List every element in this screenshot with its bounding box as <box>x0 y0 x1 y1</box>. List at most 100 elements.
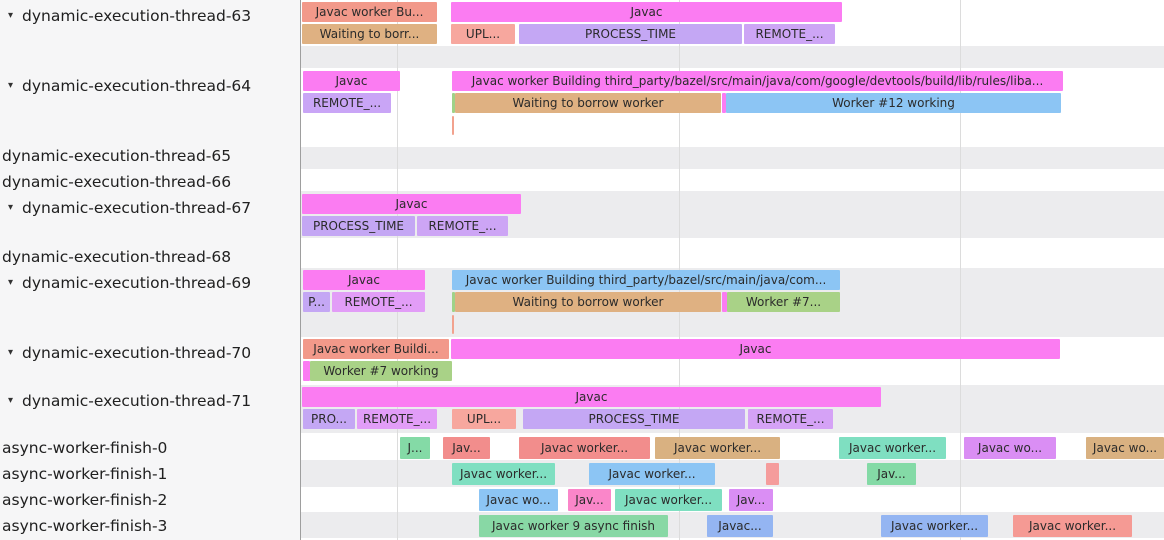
trace-event-bar[interactable]: Javac worker Buildi... <box>303 339 449 359</box>
trace-event-bar[interactable]: Javac worker... <box>615 489 722 511</box>
trace-event-bar[interactable]: Worker #12 working <box>726 93 1061 113</box>
trace-event-bar[interactable] <box>722 292 727 312</box>
track-label-dynamic-execution-thread-70[interactable]: ▾ dynamic-execution-thread-70 <box>0 342 300 364</box>
trace-event-bar[interactable]: REMOTE_... <box>357 409 437 429</box>
trace-event-bar[interactable]: REMOTE_... <box>332 292 425 312</box>
trace-event-label: Jav... <box>736 493 766 507</box>
track-label-text: async-worker-finish-3 <box>2 517 168 535</box>
trace-event-bar[interactable]: Javac <box>302 194 521 214</box>
trace-event-bar[interactable]: PROCESS_TIME <box>302 216 415 236</box>
trace-event-label: Javac worker Buildi... <box>313 342 439 356</box>
trace-event-bar[interactable]: Javac worker Building third_party/bazel/… <box>452 71 1063 91</box>
trace-event-bar[interactable]: Javac worker... <box>655 437 780 459</box>
track-label-text: dynamic-execution-thread-68 <box>2 248 232 266</box>
track-label-text: dynamic-execution-thread-66 <box>2 173 232 191</box>
track-label-async-worker-finish-2[interactable]: async-worker-finish-2 <box>0 489 300 511</box>
trace-event-bar[interactable]: Jav... <box>867 463 916 485</box>
trace-event-bar[interactable]: Javac worker... <box>881 515 988 537</box>
trace-event-bar[interactable]: PROCESS_TIME <box>523 409 745 429</box>
track-label-async-worker-finish-0[interactable]: async-worker-finish-0 <box>0 437 300 459</box>
trace-event-bar[interactable]: Jav... <box>729 489 773 511</box>
trace-event-bar[interactable]: Javac worker Bu... <box>302 2 437 22</box>
trace-event-bar[interactable]: PRO... <box>303 409 355 429</box>
trace-event-label: Javac wo... <box>1092 441 1158 455</box>
trace-event-bar[interactable]: Waiting to borrow worker <box>455 292 721 312</box>
trace-event-label: PROCESS_TIME <box>312 219 405 233</box>
track-label-async-worker-finish-3[interactable]: async-worker-finish-3 <box>0 515 300 537</box>
track-label-dynamic-execution-thread-67[interactable]: ▾ dynamic-execution-thread-67 <box>0 197 300 219</box>
collapse-arrow-icon[interactable]: ▾ <box>8 347 14 358</box>
trace-event-bar[interactable]: Javac wo... <box>479 489 558 511</box>
track-label-dynamic-execution-thread-64[interactable]: ▾ dynamic-execution-thread-64 <box>0 75 300 97</box>
trace-event-bar[interactable] <box>452 116 454 135</box>
trace-event-bar[interactable]: Worker #7 working <box>310 361 452 381</box>
trace-event-bar[interactable]: REMOTE_... <box>303 93 391 113</box>
track-label-dynamic-execution-thread-65[interactable]: dynamic-execution-thread-65 <box>0 145 300 167</box>
trace-event-bar[interactable]: UPL... <box>451 24 515 44</box>
trace-event-label: Jav... <box>575 493 604 507</box>
trace-event-bar[interactable]: Javac <box>303 71 400 91</box>
track-label-text: dynamic-execution-thread-71 <box>22 392 252 410</box>
trace-event-bar[interactable]: Javac wo... <box>964 437 1056 459</box>
trace-event-bar[interactable]: Javac <box>302 387 881 407</box>
trace-event-label: Javac worker... <box>673 441 762 455</box>
trace-event-bar[interactable] <box>303 361 310 381</box>
track-background-stripe <box>301 46 1164 68</box>
trace-event-bar[interactable] <box>452 93 455 113</box>
trace-event-label: PRO... <box>311 412 347 426</box>
trace-event-bar[interactable] <box>722 93 726 113</box>
trace-event-bar[interactable]: Javac worker Building third_party/bazel/… <box>452 270 840 290</box>
trace-event-bar[interactable]: Worker #7... <box>727 292 840 312</box>
trace-event-bar[interactable]: Waiting to borrow worker <box>455 93 721 113</box>
trace-event-bar[interactable]: Javac <box>451 339 1060 359</box>
track-label-dynamic-execution-thread-71[interactable]: ▾ dynamic-execution-thread-71 <box>0 390 300 412</box>
trace-event-bar[interactable]: Javac worker... <box>589 463 715 485</box>
trace-event-bar[interactable] <box>452 292 455 312</box>
track-label-dynamic-execution-thread-69[interactable]: ▾ dynamic-execution-thread-69 <box>0 272 300 294</box>
trace-event-bar[interactable]: Javac worker... <box>519 437 650 459</box>
trace-event-bar[interactable]: PROCESS_TIME <box>519 24 742 44</box>
trace-event-label: Javac worker... <box>540 441 629 455</box>
trace-event-bar[interactable]: REMOTE_... <box>748 409 833 429</box>
trace-event-bar[interactable]: Javac worker... <box>839 437 946 459</box>
trace-event-bar[interactable]: Waiting to borr... <box>302 24 437 44</box>
collapse-arrow-icon[interactable]: ▾ <box>8 80 14 91</box>
trace-event-bar[interactable]: REMOTE_... <box>744 24 835 44</box>
trace-event-label: REMOTE_... <box>344 295 413 309</box>
trace-event-label: Javac <box>395 197 428 211</box>
trace-event-label: PROCESS_TIME <box>588 412 680 426</box>
trace-event-bar[interactable]: Javac <box>451 2 842 22</box>
collapse-arrow-icon[interactable]: ▾ <box>8 202 14 213</box>
trace-event-bar[interactable]: Javac... <box>707 515 773 537</box>
trace-event-bar[interactable] <box>452 315 454 334</box>
trace-event-label: Jav... <box>877 467 906 481</box>
collapse-arrow-icon[interactable]: ▾ <box>8 395 14 406</box>
collapse-arrow-icon[interactable]: ▾ <box>8 277 14 288</box>
trace-event-bar[interactable]: Jav... <box>568 489 611 511</box>
track-label-text: async-worker-finish-2 <box>2 491 168 509</box>
trace-event-bar[interactable]: REMOTE_... <box>417 216 508 236</box>
track-label-dynamic-execution-thread-68[interactable]: dynamic-execution-thread-68 <box>0 246 300 268</box>
track-background-stripe <box>301 460 1164 487</box>
trace-event-label: UPL... <box>466 412 502 426</box>
trace-event-bar[interactable] <box>766 463 779 485</box>
trace-event-bar[interactable]: P... <box>303 292 330 312</box>
trace-event-bar[interactable]: Javac <box>303 270 425 290</box>
trace-event-label: Javac <box>335 74 368 88</box>
trace-event-bar[interactable]: Javac worker... <box>452 463 555 485</box>
trace-event-label: Worker #12 working <box>832 96 955 110</box>
trace-event-label: J... <box>407 441 423 455</box>
trace-event-bar[interactable]: Javac worker... <box>1013 515 1132 537</box>
trace-event-bar[interactable]: Javac wo... <box>1086 437 1164 459</box>
trace-event-bar[interactable]: J... <box>400 437 430 459</box>
trace-event-bar[interactable]: UPL... <box>452 409 516 429</box>
trace-event-label: Javac worker 9 async finish <box>491 519 656 533</box>
trace-event-bar[interactable]: Jav... <box>443 437 490 459</box>
track-label-text: dynamic-execution-thread-69 <box>22 274 252 292</box>
track-label-dynamic-execution-thread-63[interactable]: ▾ dynamic-execution-thread-63 <box>0 5 300 27</box>
track-label-dynamic-execution-thread-66[interactable]: dynamic-execution-thread-66 <box>0 171 300 193</box>
trace-event-bar[interactable]: Javac worker 9 async finish <box>479 515 668 537</box>
track-label-async-worker-finish-1[interactable]: async-worker-finish-1 <box>0 463 300 485</box>
collapse-arrow-icon[interactable]: ▾ <box>8 10 14 21</box>
